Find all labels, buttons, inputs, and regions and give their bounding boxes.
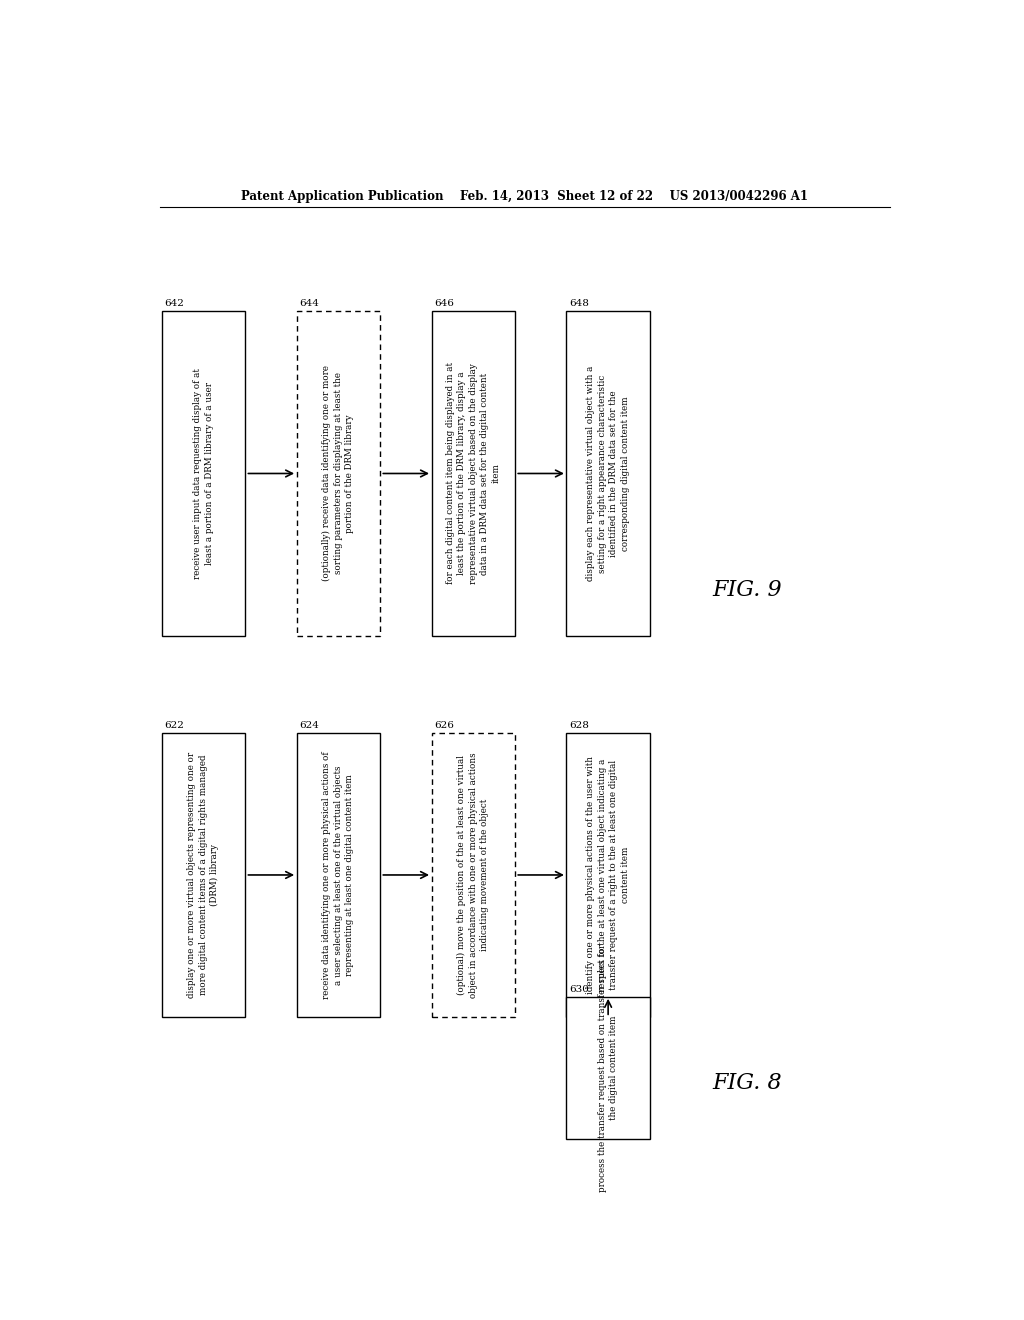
Bar bbox=[431, 312, 515, 636]
Text: Patent Application Publication    Feb. 14, 2013  Sheet 12 of 22    US 2013/00422: Patent Application Publication Feb. 14, … bbox=[242, 190, 808, 202]
Text: 628: 628 bbox=[569, 721, 589, 730]
Text: 624: 624 bbox=[299, 721, 318, 730]
Text: receive data identifying one or more physical actions of
a user selecting at lea: receive data identifying one or more phy… bbox=[323, 751, 354, 999]
Text: 644: 644 bbox=[299, 298, 318, 308]
Text: 622: 622 bbox=[164, 721, 184, 730]
Text: display each representative virtual object with a
setting for a right appearance: display each representative virtual obje… bbox=[587, 366, 630, 581]
Text: FIG. 8: FIG. 8 bbox=[713, 1072, 781, 1094]
Text: 646: 646 bbox=[434, 298, 454, 308]
Bar bbox=[566, 312, 650, 636]
Text: (optional) move the position of the at least one virtual
object in accordance wi: (optional) move the position of the at l… bbox=[457, 752, 489, 998]
Text: display one or more virtual objects representing one or
more digital content ite: display one or more virtual objects repr… bbox=[187, 752, 219, 998]
Text: 648: 648 bbox=[569, 298, 589, 308]
Bar bbox=[297, 733, 380, 1018]
Text: 630: 630 bbox=[569, 985, 589, 994]
Text: 642: 642 bbox=[164, 298, 184, 308]
Text: process the transfer request based on transfer rules for
the digital content ite: process the transfer request based on tr… bbox=[598, 944, 618, 1192]
Text: (optionally) receive data identifying one or more
sorting parameters for display: (optionally) receive data identifying on… bbox=[323, 366, 354, 582]
Bar bbox=[162, 312, 245, 636]
Text: FIG. 9: FIG. 9 bbox=[713, 579, 781, 602]
Bar bbox=[162, 733, 245, 1018]
Text: 626: 626 bbox=[434, 721, 454, 730]
Bar bbox=[566, 997, 650, 1139]
Bar bbox=[297, 312, 380, 636]
Bar bbox=[431, 733, 515, 1018]
Bar bbox=[566, 733, 650, 1018]
Text: identify one or more physical actions of the user with
respect to the at least o: identify one or more physical actions of… bbox=[587, 756, 630, 994]
Text: receive user input data requesting display of at
least a portion of a DRM librar: receive user input data requesting displ… bbox=[194, 368, 214, 579]
Text: for each digital content item being displayed in at
least the portion of the DRM: for each digital content item being disp… bbox=[445, 363, 501, 585]
